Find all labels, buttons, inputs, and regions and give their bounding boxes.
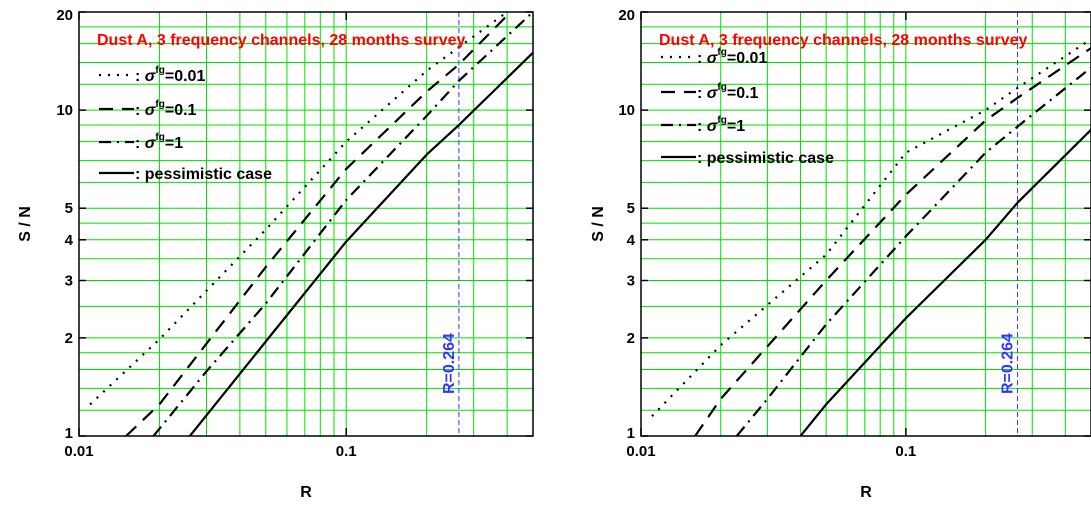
legend-label-4: : pessimistic case <box>135 166 272 183</box>
legend-label-1: : σfg=0.01 <box>135 65 205 85</box>
y-tick-label: 20 <box>56 7 73 24</box>
series-line-1 <box>651 38 1091 417</box>
legend-label-3: : σfg=1 <box>135 132 183 152</box>
x-tick-label: 0.01 <box>626 443 655 460</box>
legend-label-2: : σfg=0.1 <box>697 82 759 102</box>
marker-label: R=0.264 <box>441 333 458 394</box>
series-line-2 <box>125 14 508 436</box>
y-tick-label: 3 <box>65 273 73 290</box>
grid <box>641 12 1091 436</box>
legend-label-2: : σfg=0.1 <box>135 99 197 119</box>
y-tick-label: 3 <box>627 273 635 290</box>
y-tick-label: 1 <box>627 425 635 442</box>
series-line-2 <box>694 47 1091 436</box>
y-tick-label: 4 <box>627 232 636 249</box>
y-tick-label: 10 <box>618 102 635 119</box>
y-tick-label: 20 <box>618 7 635 24</box>
y-tick-label: 4 <box>65 232 74 249</box>
y-tick-label: 5 <box>65 200 73 217</box>
legend-label-4: : pessimistic case <box>697 150 834 167</box>
chart-title: Dust A, 3 frequency channels, 28 months … <box>659 32 1028 49</box>
chart-panel-1: R=0.264 1 2 3 4 5 10 20 0.01 0.1 R S / N Dust A, 3 f… <box>17 7 534 501</box>
y-axis-label: S / N <box>590 206 607 242</box>
y-tick-label: 1 <box>65 425 73 442</box>
plot-frame <box>640 11 1091 437</box>
plot-frame <box>78 11 534 437</box>
series-line-4 <box>189 51 533 436</box>
x-axis-label: R <box>300 484 312 501</box>
series-line-4 <box>799 129 1091 436</box>
series-group <box>651 38 1091 436</box>
grid <box>79 12 533 436</box>
series-group <box>89 12 533 436</box>
y-axis-label: S / N <box>17 206 34 242</box>
y-tick-label: 2 <box>65 330 73 347</box>
y-tick-label: 10 <box>56 102 73 119</box>
y-tick-label: 2 <box>627 330 635 347</box>
series-line-3 <box>152 12 533 436</box>
y-tick-label: 5 <box>627 200 635 217</box>
x-tick-label: 0.01 <box>64 443 93 460</box>
legend-label-1: : σfg=0.01 <box>697 47 767 67</box>
x-axis-label: R <box>860 484 872 501</box>
series-line-3 <box>735 66 1091 436</box>
legend: : σfg=0.01 : σfg=0.1 : σfg=1 : pessimistic … <box>661 47 834 167</box>
legend: : σfg=0.01 : σfg=0.1 : σfg=1 : pessimistic … <box>99 65 272 183</box>
chart-title: Dust A, 3 frequency channels, 28 months … <box>97 32 466 49</box>
marker-label: R=0.264 <box>1000 333 1017 394</box>
legend-label-3: : σfg=1 <box>697 115 745 135</box>
chart-panel-2: R=0.264 1 2 3 4 5 10 20 0.01 0.1 R S / N Dust A, 3 f… <box>590 7 1091 501</box>
x-tick-label: 0.1 <box>336 443 357 460</box>
series-line-1 <box>89 12 508 406</box>
x-tick-label: 0.1 <box>895 443 916 460</box>
